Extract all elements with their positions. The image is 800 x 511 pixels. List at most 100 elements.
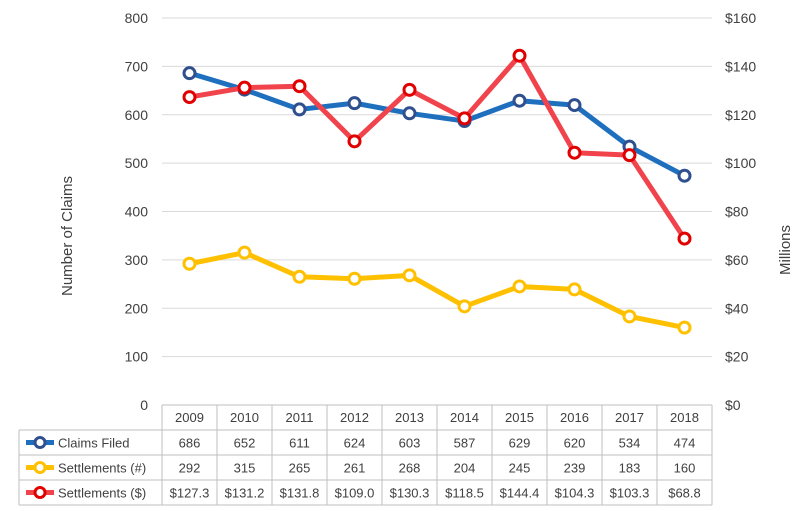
data-label: $144.4 bbox=[500, 486, 540, 501]
data-point bbox=[457, 299, 472, 314]
data-point bbox=[182, 256, 197, 271]
data-point bbox=[512, 93, 527, 108]
data-label: 620 bbox=[564, 436, 586, 451]
data-label: $68.8 bbox=[668, 486, 701, 501]
x-tick-label: 2017 bbox=[615, 410, 644, 425]
left-tick-label: 100 bbox=[125, 349, 149, 365]
right-tick-label: $20 bbox=[725, 349, 749, 365]
data-label: 474 bbox=[674, 436, 696, 451]
data-label: 292 bbox=[179, 461, 201, 476]
data-label: 686 bbox=[179, 436, 201, 451]
series-line bbox=[189, 250, 685, 331]
right-tick-label: $140 bbox=[725, 58, 756, 74]
data-point bbox=[677, 168, 692, 183]
right-tick-label: $100 bbox=[725, 155, 756, 171]
data-label: $130.3 bbox=[390, 486, 430, 501]
data-label: 315 bbox=[234, 461, 256, 476]
right-axis-title: Millions bbox=[777, 225, 794, 275]
x-tick-label: 2012 bbox=[340, 410, 369, 425]
x-tick-label: 2018 bbox=[670, 410, 699, 425]
x-tick-label: 2009 bbox=[175, 410, 204, 425]
left-tick-label: 700 bbox=[125, 58, 149, 74]
data-label: 239 bbox=[564, 461, 586, 476]
data-point bbox=[622, 309, 637, 324]
data-label: 534 bbox=[619, 436, 641, 451]
data-label: 265 bbox=[289, 461, 311, 476]
data-point bbox=[677, 231, 692, 246]
left-tick-label: 600 bbox=[125, 107, 149, 123]
data-point bbox=[292, 79, 307, 94]
data-point bbox=[622, 148, 637, 163]
data-label: 587 bbox=[454, 436, 476, 451]
right-tick-label: $80 bbox=[725, 204, 749, 220]
data-point bbox=[402, 106, 417, 121]
data-label: $131.8 bbox=[280, 486, 320, 501]
data-label: 268 bbox=[399, 461, 421, 476]
data-label: 204 bbox=[454, 461, 476, 476]
left-tick-label: 300 bbox=[125, 252, 149, 268]
data-label: 160 bbox=[674, 461, 696, 476]
data-point bbox=[237, 245, 252, 260]
data-point bbox=[292, 269, 307, 284]
x-tick-label: 2014 bbox=[450, 410, 479, 425]
right-tick-label: $40 bbox=[725, 300, 749, 316]
data-point bbox=[457, 111, 472, 126]
right-axis-ticks: $160 $140 $120 $100 $80 $60 $40 $20 $0 bbox=[725, 10, 756, 413]
data-point bbox=[567, 282, 582, 297]
left-axis-ticks: 800 700 600 500 400 300 200 100 0 bbox=[125, 10, 149, 413]
data-label: 624 bbox=[344, 436, 366, 451]
left-tick-label: 0 bbox=[140, 397, 148, 413]
x-tick-label: 2011 bbox=[286, 410, 314, 425]
data-point bbox=[182, 66, 197, 81]
data-point bbox=[567, 98, 582, 113]
data-point bbox=[292, 102, 307, 117]
data-point bbox=[182, 90, 197, 105]
right-tick-label: $60 bbox=[725, 252, 749, 268]
legend-label: Settlements (#) bbox=[58, 461, 146, 476]
data-point bbox=[402, 268, 417, 283]
data-label: 603 bbox=[399, 436, 421, 451]
left-tick-label: 200 bbox=[125, 300, 149, 316]
legend-label: Settlements ($) bbox=[58, 486, 146, 501]
left-tick-label: 400 bbox=[125, 204, 149, 220]
data-label: 611 bbox=[289, 436, 310, 451]
left-axis-title: Number of Claims bbox=[59, 176, 76, 296]
left-tick-label: 800 bbox=[125, 10, 149, 26]
legend-marker bbox=[33, 486, 47, 499]
right-tick-label: $160 bbox=[725, 10, 756, 26]
gridlines bbox=[162, 17, 712, 358]
data-label: 652 bbox=[234, 436, 256, 451]
data-label: 261 bbox=[344, 461, 366, 476]
right-tick-label: $120 bbox=[725, 107, 756, 123]
data-label: 629 bbox=[509, 436, 531, 451]
right-tick-label: $0 bbox=[725, 397, 741, 413]
series-line bbox=[188, 70, 686, 178]
legend-marker bbox=[33, 436, 47, 449]
legend-label: Claims Filed bbox=[58, 436, 130, 451]
x-tick-label: 2013 bbox=[395, 410, 424, 425]
x-tick-label: 2015 bbox=[505, 410, 534, 425]
data-point bbox=[512, 48, 527, 63]
data-point bbox=[402, 82, 417, 97]
data-label: $109.0 bbox=[335, 486, 375, 501]
series-lines bbox=[182, 48, 692, 335]
data-label: $103.3 bbox=[610, 486, 650, 501]
data-point bbox=[567, 145, 582, 160]
data-table: 2009 2010 2011 2012 2013 2014 2015 2016 2017 2018… bbox=[18, 404, 713, 506]
data-label: $104.3 bbox=[555, 486, 595, 501]
data-point bbox=[347, 271, 362, 286]
data-point bbox=[347, 134, 362, 149]
data-point bbox=[677, 320, 692, 335]
data-point bbox=[237, 80, 252, 95]
x-tick-label: 2016 bbox=[560, 410, 589, 425]
series-line bbox=[189, 53, 687, 240]
data-label: 183 bbox=[619, 461, 641, 476]
data-point bbox=[347, 96, 362, 111]
left-tick-label: 500 bbox=[125, 155, 149, 171]
data-label: $118.5 bbox=[445, 486, 484, 501]
data-label: 245 bbox=[509, 461, 531, 476]
legend-marker bbox=[33, 461, 47, 474]
data-label: $131.2 bbox=[225, 486, 265, 501]
data-point bbox=[512, 279, 527, 294]
